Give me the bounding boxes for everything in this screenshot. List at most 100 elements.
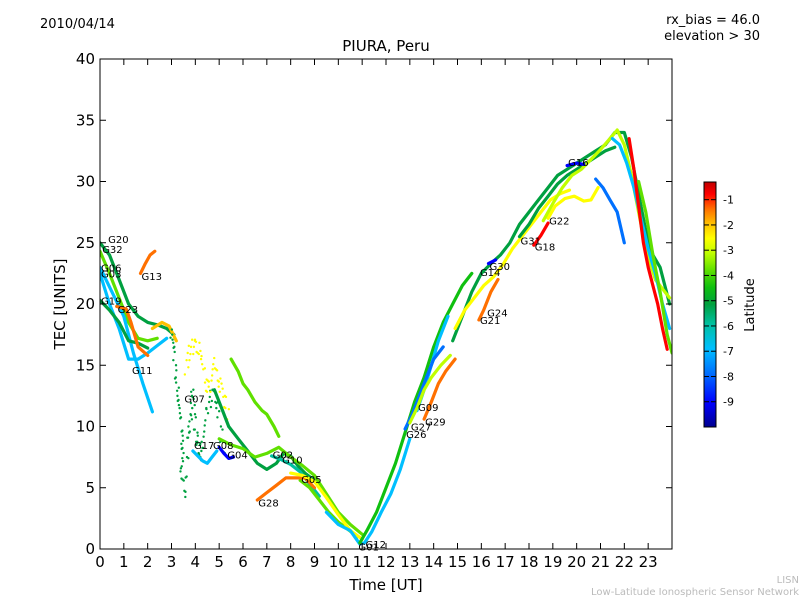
satellite-label: G03 <box>101 269 121 280</box>
series-trace <box>212 388 317 482</box>
colorbar-tick-label: -2 <box>723 219 734 232</box>
data-point <box>207 385 210 388</box>
satellite-label: G01 <box>358 543 378 554</box>
data-point <box>210 399 214 403</box>
data-point <box>195 443 198 447</box>
data-point <box>210 374 214 377</box>
data-point <box>189 413 192 416</box>
data-point <box>189 401 193 405</box>
data-point <box>218 390 222 393</box>
date-label: 2010/04/14 <box>40 17 115 32</box>
satellite-label: G08 <box>213 441 233 452</box>
data-point <box>220 382 223 385</box>
series-trace <box>453 188 572 331</box>
data-point <box>178 412 182 415</box>
data-point <box>190 418 194 421</box>
data-point <box>183 373 187 376</box>
series-G12 <box>358 271 474 545</box>
data-point <box>181 446 184 450</box>
satellite-label: G11 <box>132 366 152 377</box>
series-G16b <box>594 177 626 245</box>
data-point <box>200 440 203 444</box>
series-G08c <box>212 388 317 482</box>
plot-frame <box>99 58 673 550</box>
data-point <box>172 358 175 362</box>
data-point <box>199 357 203 361</box>
series-G07b <box>183 338 231 421</box>
data-point <box>189 345 193 349</box>
series-G24 <box>477 277 500 322</box>
footer-network: Low-Latitude Ionospheric Sensor Network <box>591 587 799 598</box>
y-axis-label: TEC [UNITS] <box>51 259 69 351</box>
data-point <box>192 397 195 401</box>
data-point <box>193 413 197 416</box>
data-point <box>213 356 216 360</box>
colorbar-tick-label: -7 <box>723 345 734 358</box>
data-point <box>203 430 206 433</box>
data-point <box>181 434 184 437</box>
data-point <box>184 495 187 499</box>
data-point <box>181 456 184 460</box>
data-point <box>192 388 195 391</box>
data-point <box>191 406 194 410</box>
series-trace <box>627 137 669 351</box>
x-tick-label: 20 <box>567 553 586 571</box>
satellite-label: G18 <box>535 242 555 253</box>
x-axis: 0 1 2 3 4 5 6 7 8 9 10 11 12 13 14 15 16 17 18 19 20 21 22 23 <box>95 59 658 571</box>
series-trace <box>408 353 452 425</box>
series-trace <box>100 271 169 361</box>
data-point <box>194 416 198 419</box>
x-tick-label: 8 <box>286 553 296 571</box>
series-trace <box>100 265 154 414</box>
data-point <box>171 333 174 336</box>
x-tick-label: 18 <box>519 553 538 571</box>
data-point <box>205 390 209 393</box>
colorbar-tick-label: -5 <box>723 295 734 308</box>
data-point <box>180 465 183 468</box>
data-point <box>205 406 208 410</box>
satellite-label: G09 <box>418 403 438 414</box>
series-G03 <box>100 271 169 361</box>
series-G18 <box>532 221 550 247</box>
satellite-label: G24 <box>487 309 507 320</box>
data-point <box>188 420 191 423</box>
x-tick-label: 6 <box>238 553 248 571</box>
data-point <box>193 403 196 407</box>
y-tick-label: 40 <box>76 50 95 68</box>
series-trace <box>565 161 586 168</box>
colorbar-tick-label: -4 <box>723 269 734 282</box>
series-trace <box>324 437 412 546</box>
data-point <box>201 446 204 450</box>
data-point <box>221 428 224 431</box>
colorbar-tick-label: -1 <box>723 194 734 207</box>
data-point <box>193 428 196 431</box>
data-point <box>192 345 196 349</box>
satellite-label: G20 <box>108 235 128 246</box>
data-point <box>175 369 178 372</box>
data-point <box>200 354 203 358</box>
data-point <box>177 386 181 389</box>
data-point <box>199 349 202 353</box>
data-point <box>198 443 202 447</box>
data-point <box>190 394 194 398</box>
satellite-label: G26 <box>406 430 426 441</box>
satellite-label: G02 <box>273 451 293 462</box>
data-point <box>203 367 207 370</box>
data-point <box>217 385 220 388</box>
data-point <box>180 442 183 446</box>
series-G04 <box>217 445 236 460</box>
x-tick-label: 19 <box>543 553 562 571</box>
colorbar-tick-label: -3 <box>723 244 734 257</box>
y-tick-label: 30 <box>76 173 95 191</box>
data-point <box>173 350 176 354</box>
x-tick-label: 9 <box>310 553 320 571</box>
data-point <box>181 429 184 432</box>
rx-bias-label: rx_bias = 46.0 <box>666 13 760 28</box>
colorbar-tick-label: -8 <box>723 370 734 383</box>
data-point <box>224 406 227 410</box>
series-trace <box>594 177 626 245</box>
data-point <box>184 490 187 494</box>
data-point <box>188 358 191 362</box>
y-tick-label: 10 <box>76 418 95 436</box>
